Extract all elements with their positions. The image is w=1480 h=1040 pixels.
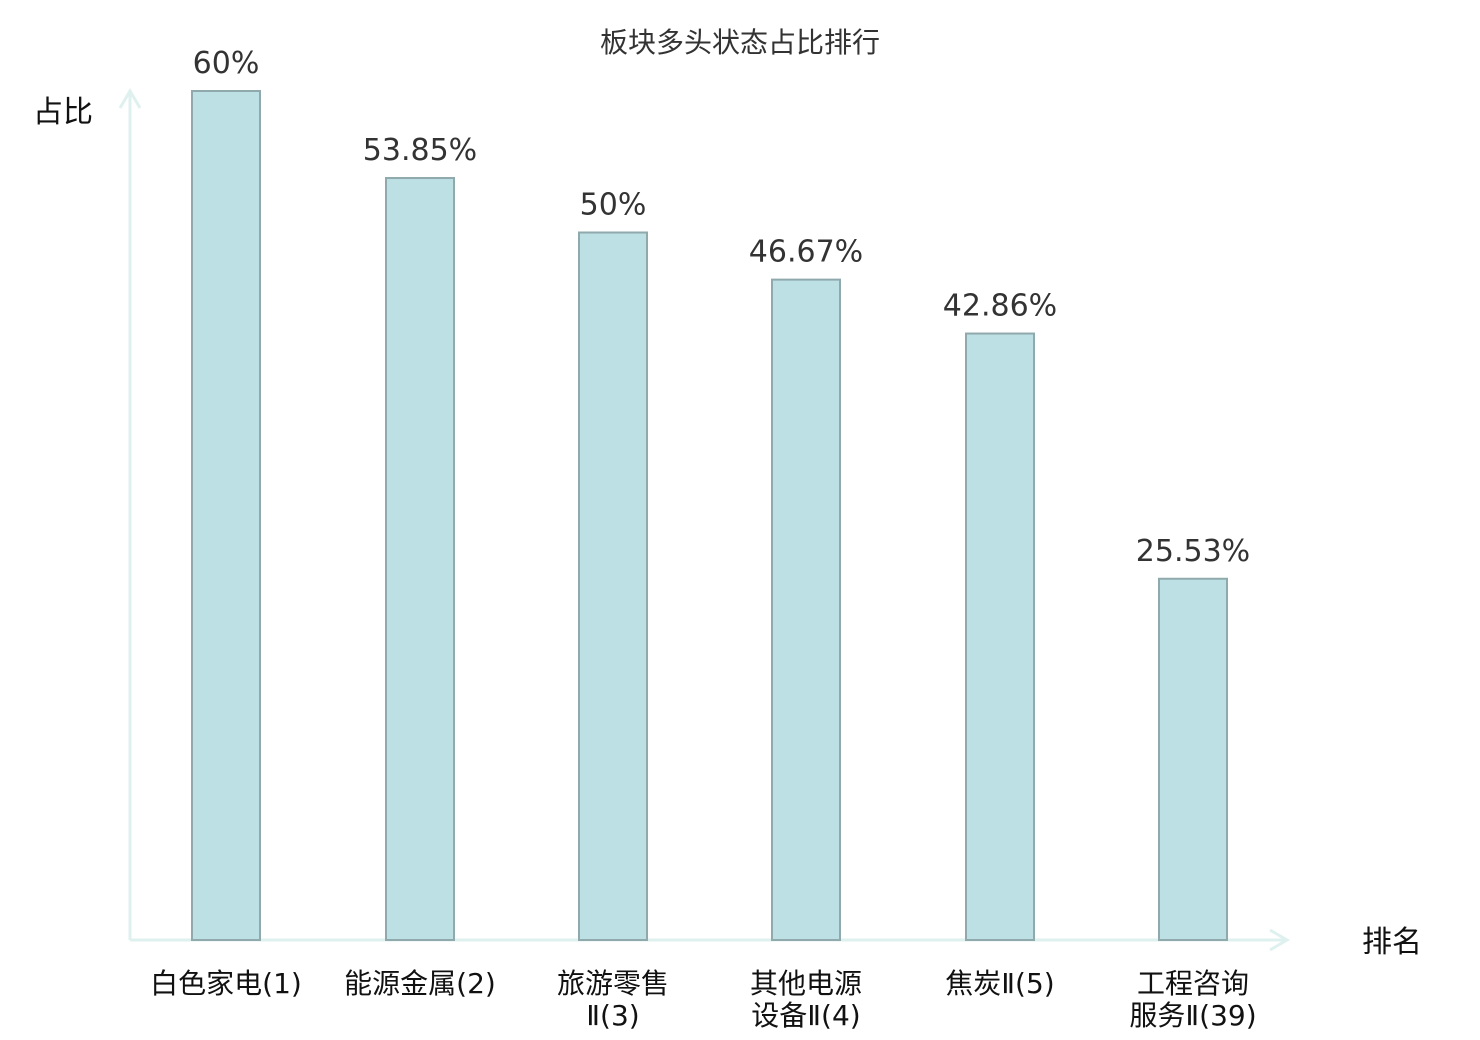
bar bbox=[385, 177, 455, 941]
x-tick-label: 旅游零售 bbox=[557, 967, 669, 1000]
x-tick-label: 能源金属(2) bbox=[344, 967, 496, 1000]
bar-value-label: 42.86% bbox=[943, 289, 1057, 324]
bar bbox=[965, 332, 1035, 941]
bar bbox=[1158, 577, 1228, 941]
bar-value-label: 46.67% bbox=[749, 235, 863, 270]
x-tick-label: 白色家电(1) bbox=[150, 967, 302, 1000]
bar bbox=[191, 90, 261, 941]
x-tick-label: 焦炭Ⅱ(5) bbox=[945, 967, 1054, 1000]
bar-value-label: 50% bbox=[580, 188, 647, 223]
chart-title: 板块多头状态占比排行 bbox=[600, 26, 880, 59]
bar-value-label: 60% bbox=[193, 46, 260, 81]
x-tick-label: 其他电源 bbox=[750, 967, 862, 1000]
x-tick-label: 设备Ⅱ(4) bbox=[751, 999, 860, 1032]
bar-value-label: 53.85% bbox=[363, 133, 477, 168]
bar bbox=[771, 278, 841, 941]
x-tick-label: Ⅱ(3) bbox=[586, 999, 639, 1032]
x-tick-label: 服务Ⅱ(39) bbox=[1129, 999, 1256, 1032]
x-tick-label: 工程咨询 bbox=[1137, 967, 1249, 1000]
bar-value-label: 25.53% bbox=[1136, 534, 1250, 569]
x-axis-label: 排名 bbox=[1362, 925, 1422, 960]
bar bbox=[578, 231, 648, 941]
y-axis-label: 占比 bbox=[33, 95, 93, 130]
x-axis-arrow bbox=[1269, 928, 1290, 952]
y-axis-arrow bbox=[118, 88, 142, 109]
